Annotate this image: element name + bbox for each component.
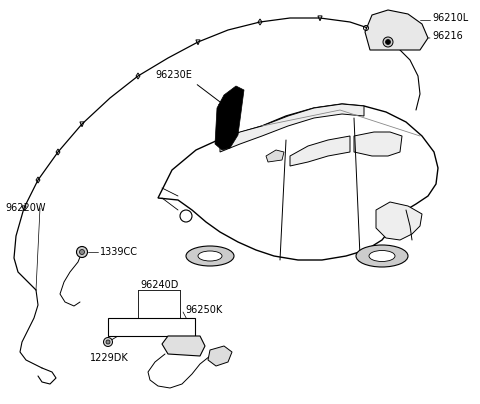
Text: 96220W: 96220W (5, 203, 46, 213)
Circle shape (385, 40, 391, 44)
Ellipse shape (186, 246, 234, 266)
Polygon shape (208, 346, 232, 366)
Ellipse shape (356, 245, 408, 267)
Text: 1229DK: 1229DK (90, 353, 129, 363)
Text: 96240D: 96240D (140, 280, 179, 290)
Circle shape (104, 337, 112, 347)
Polygon shape (220, 104, 364, 152)
Text: 96216: 96216 (432, 31, 463, 41)
Polygon shape (108, 318, 195, 336)
Ellipse shape (198, 251, 222, 261)
Polygon shape (376, 202, 422, 240)
Polygon shape (354, 132, 402, 156)
Circle shape (76, 246, 87, 257)
Polygon shape (158, 104, 438, 260)
Text: 1339CC: 1339CC (100, 247, 138, 257)
Polygon shape (290, 136, 350, 166)
Circle shape (106, 340, 110, 344)
Polygon shape (266, 150, 284, 162)
Text: 96210L: 96210L (432, 13, 468, 23)
Circle shape (80, 250, 84, 255)
Polygon shape (215, 86, 244, 150)
Ellipse shape (369, 250, 395, 261)
Circle shape (383, 37, 393, 47)
Polygon shape (162, 336, 205, 356)
Text: 96250K: 96250K (185, 305, 222, 315)
Polygon shape (365, 10, 428, 50)
Text: 96230E: 96230E (155, 70, 192, 80)
